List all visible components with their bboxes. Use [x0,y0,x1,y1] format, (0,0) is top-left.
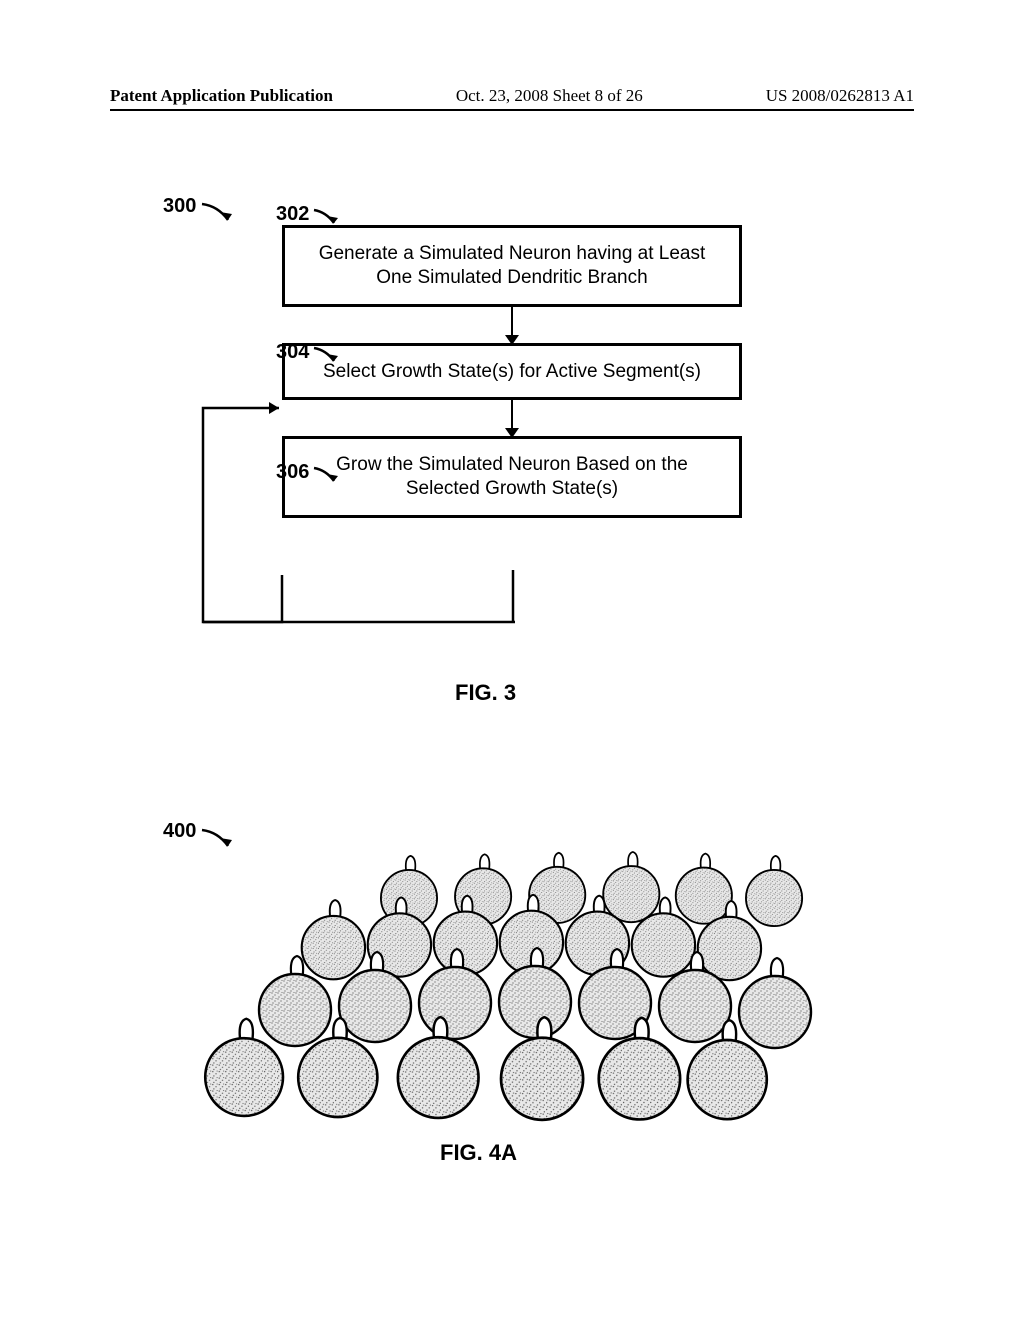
ref-304-arrow [312,345,344,367]
header-right: US 2008/0262813 A1 [766,86,914,106]
feedback-loop [195,400,295,630]
fig3-caption: FIG. 3 [455,680,516,706]
arrow-302-304 [511,307,514,343]
ref-302-arrow [312,207,344,229]
fig4a-neurons [175,820,835,1150]
arrow-304-306 [511,400,514,436]
ref-300: 300 [163,195,196,218]
box3-horiz [203,619,515,625]
flow-box-304: Select Growth State(s) for Active Segmen… [282,343,742,401]
header-center: Oct. 23, 2008 Sheet 8 of 26 [456,86,643,106]
fig4a-caption: FIG. 4A [440,1140,517,1166]
page-header: Patent Application Publication Oct. 23, … [110,86,914,111]
flowchart-fig3: 302 Generate a Simulated Neuron having a… [282,225,742,518]
ref-306-arrow [312,465,344,487]
flow-box-302: Generate a Simulated Neuron having at Le… [282,225,742,307]
header-left: Patent Application Publication [110,86,333,106]
ref-302: 302 [276,203,309,226]
flow-box-306: Grow the Simulated Neuron Based on the S… [282,436,742,518]
ref-304: 304 [276,341,309,364]
ref-300-arrow [200,200,240,228]
box3-stub-down [510,570,516,625]
